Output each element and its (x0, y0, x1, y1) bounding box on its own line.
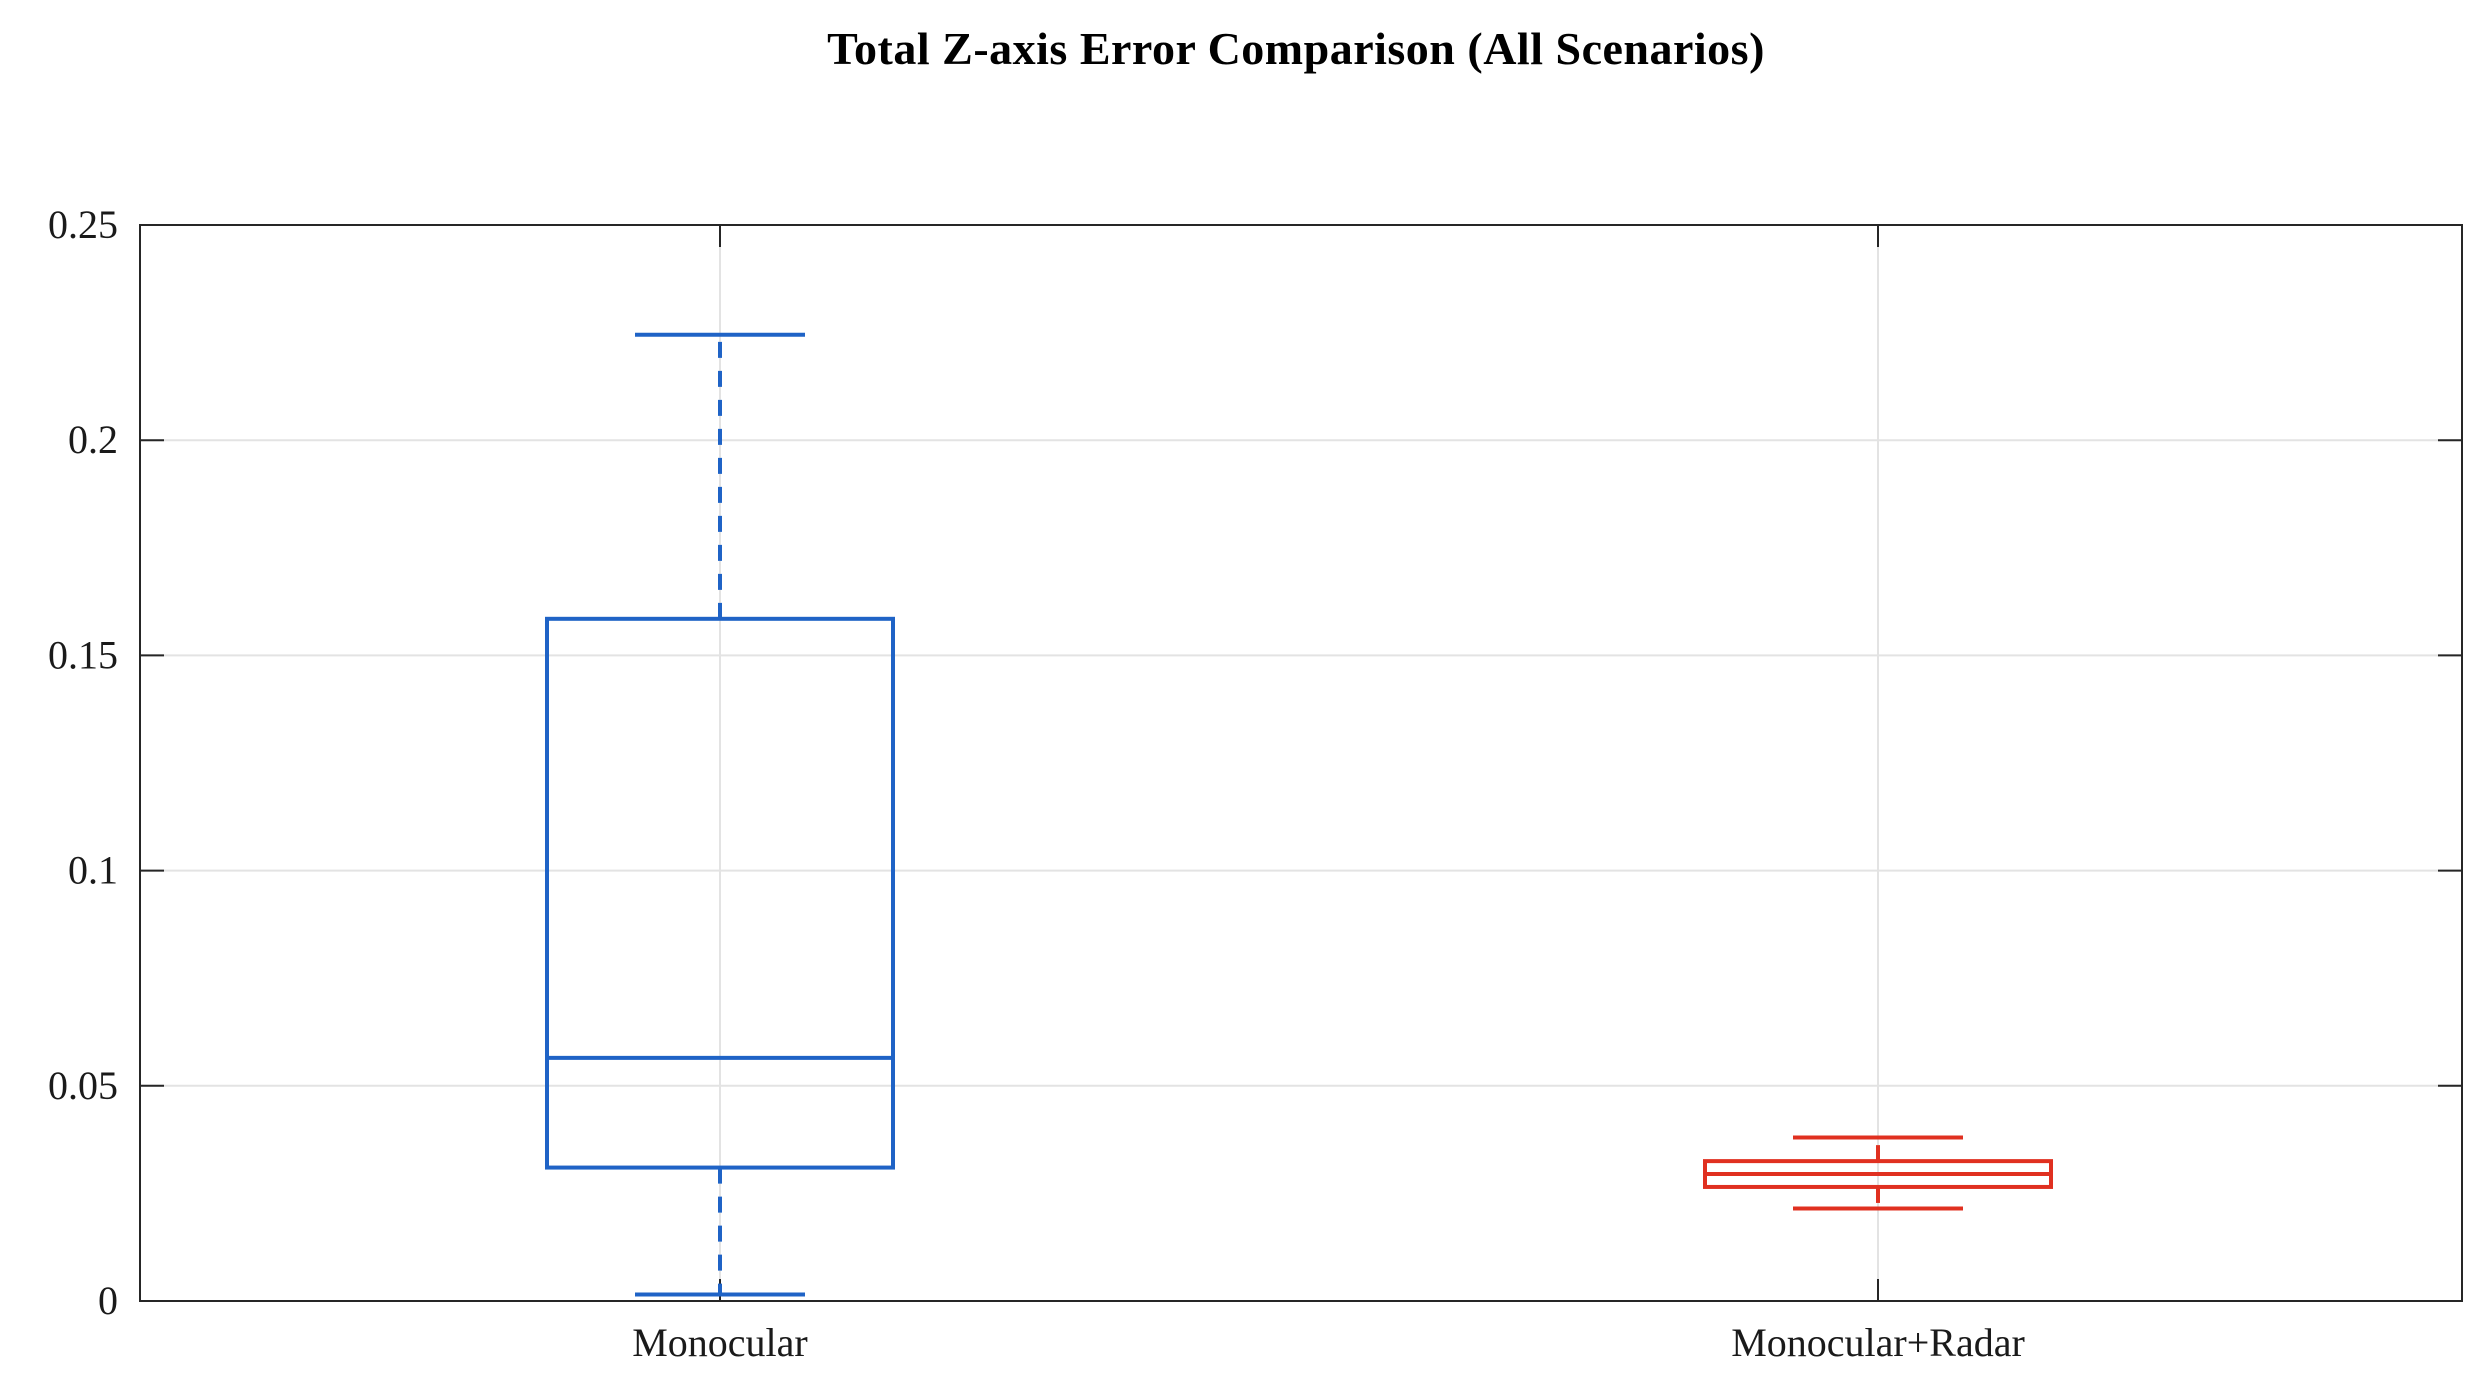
iqr-box (545, 616, 895, 1170)
y-tick-label: 0.05 (48, 1063, 118, 1108)
boxes (545, 332, 2053, 1297)
box-monocular (545, 332, 895, 1297)
tick-labels: 0 0.05 0.1 0.15 0.2 0.25 Monocular Monocular+Ra… (48, 202, 2025, 1365)
plot-frame (139, 224, 2463, 1302)
chart-title: Total Z-axis Error Comparison (All Scena… (827, 23, 1765, 74)
y-tick-label: 0.1 (68, 848, 118, 893)
grid-lines (140, 225, 2462, 1301)
plot-area (140, 225, 2462, 1301)
y-tick-label: 0.2 (68, 417, 118, 462)
y-tick-label: 0 (98, 1278, 118, 1323)
box-monocular-radar (1703, 1135, 2053, 1211)
y-tick-label: 0.25 (48, 202, 118, 247)
y-tick-label: 0.15 (48, 632, 118, 677)
x-tick-label: Monocular (632, 1320, 808, 1365)
x-tick-label: Monocular+Radar (1731, 1320, 2025, 1365)
